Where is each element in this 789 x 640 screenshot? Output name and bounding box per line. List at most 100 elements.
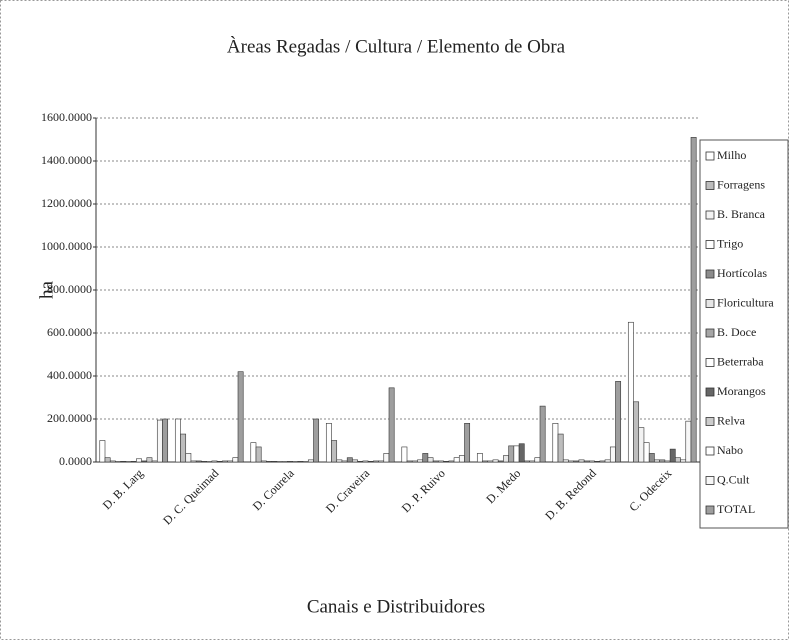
bar <box>297 461 304 463</box>
y-tick-label: 200.0000 <box>47 411 92 425</box>
legend-box <box>699 139 789 529</box>
bar <box>669 448 676 463</box>
bar <box>216 461 223 463</box>
bar <box>659 459 666 463</box>
bar <box>162 418 169 463</box>
legend-label: Forragens <box>717 177 765 191</box>
bar <box>589 460 595 463</box>
legend-label: Q.Cult <box>717 472 750 486</box>
bar <box>109 460 116 463</box>
bar <box>643 442 650 463</box>
bar <box>529 460 536 463</box>
y-tick-label: 800.0000 <box>47 282 92 296</box>
legend-label: B. Doce <box>717 325 756 339</box>
bar <box>331 440 338 463</box>
legend-swatch <box>705 181 715 190</box>
y-tick-label: 1000.0000 <box>41 239 92 253</box>
bar <box>367 461 374 463</box>
bar <box>422 453 429 463</box>
bar <box>383 453 390 463</box>
y-tick-label: 600.0000 <box>47 325 92 339</box>
bar <box>99 440 106 463</box>
bar <box>476 453 483 463</box>
legend-swatch <box>705 210 715 220</box>
bar <box>487 460 494 463</box>
bar <box>313 418 320 463</box>
bar <box>378 460 385 463</box>
bar <box>680 459 687 463</box>
bar <box>237 371 244 463</box>
bar <box>373 460 379 463</box>
bar <box>609 446 616 463</box>
bar <box>180 433 187 463</box>
legend-swatch <box>705 446 715 456</box>
legend-swatch <box>705 240 715 249</box>
bar <box>594 461 601 463</box>
bar <box>557 433 564 463</box>
bar <box>492 459 499 463</box>
bar <box>578 459 585 463</box>
bar <box>552 422 559 463</box>
legend-label: Nabo <box>717 443 743 457</box>
bar <box>427 457 434 463</box>
bar <box>604 459 611 463</box>
bar <box>633 401 640 463</box>
y-tick-label: 0.0000 <box>59 454 92 468</box>
legend-label: Floricultura <box>717 295 774 309</box>
bar <box>524 460 530 463</box>
bar <box>438 460 444 463</box>
bar <box>266 461 272 463</box>
legend-label: Morangos <box>717 384 766 398</box>
bar <box>287 461 293 463</box>
bar <box>104 457 111 463</box>
bar <box>568 460 574 463</box>
legend-label: TOTAL <box>717 502 755 516</box>
bar <box>357 461 364 463</box>
legend-label: Relva <box>717 413 746 427</box>
bar <box>458 455 465 463</box>
bar <box>346 457 353 463</box>
bar <box>615 381 622 463</box>
legend-swatch <box>705 387 715 397</box>
bar <box>388 387 395 463</box>
bar <box>443 461 450 463</box>
bar <box>654 459 660 463</box>
bar <box>648 453 655 463</box>
bar <box>255 446 262 463</box>
bar <box>325 422 332 463</box>
bar <box>222 460 228 463</box>
bar <box>685 420 692 463</box>
bar <box>195 460 202 463</box>
bar <box>190 460 197 463</box>
legend-label: Beterraba <box>717 354 764 368</box>
bar <box>307 459 314 463</box>
bar <box>227 460 234 463</box>
bar <box>675 457 681 463</box>
y-tick-label: 1200.0000 <box>41 196 92 210</box>
bar <box>406 460 413 463</box>
y-tick-label: 400.0000 <box>47 368 92 382</box>
legend-swatch <box>705 476 715 485</box>
bar <box>417 459 423 463</box>
legend-swatch <box>705 358 715 367</box>
bar <box>534 457 541 463</box>
y-axis-title: ha <box>36 280 57 299</box>
legend-label: Trigo <box>717 236 743 250</box>
legend-swatch <box>705 417 715 426</box>
legend-swatch <box>705 505 715 515</box>
bar <box>513 445 520 463</box>
bar <box>260 460 267 463</box>
y-tick-label: 1600.0000 <box>41 110 92 124</box>
bar <box>583 460 590 463</box>
bar <box>464 422 471 463</box>
bar <box>271 461 278 463</box>
bar <box>690 137 697 463</box>
bar <box>599 460 606 463</box>
bar <box>336 459 343 463</box>
bar <box>573 460 580 463</box>
bar <box>352 459 358 463</box>
bar <box>201 461 207 463</box>
legend-label: Hortícolas <box>717 266 767 280</box>
